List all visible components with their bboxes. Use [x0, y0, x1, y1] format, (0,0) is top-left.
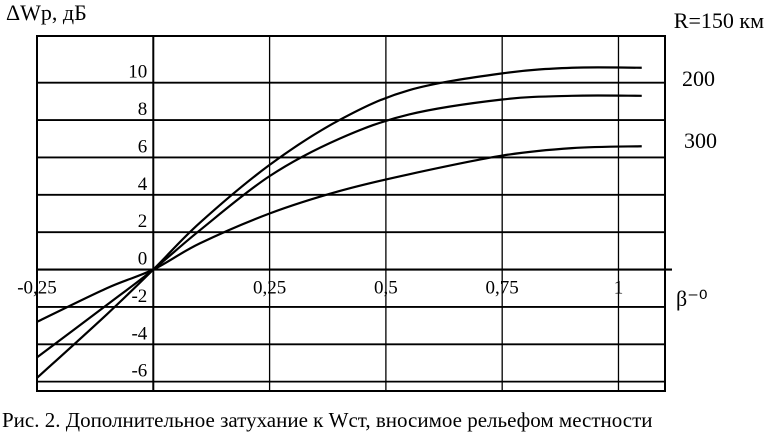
grid — [37, 36, 665, 391]
chart: 10 8 6 4 2 0 -2 -4 -6 -0,25 0,25 0,5 0,75 1 R=150 км 20… — [6, 0, 764, 392]
series-group — [36, 66, 642, 379]
series-line — [36, 66, 642, 379]
series-label: 200 — [682, 66, 715, 91]
y-tick-label: 4 — [138, 174, 148, 195]
x-tick-label: 0,5 — [374, 278, 398, 299]
y-tick-label: -2 — [131, 286, 147, 307]
axes — [36, 35, 672, 392]
y-tick-label: 6 — [138, 136, 148, 157]
labels: 10 8 6 4 2 0 -2 -4 -6 -0,25 0,25 0,5 0,75 1 R=150 км 20… — [17, 8, 764, 382]
y-tick-label: 2 — [138, 211, 148, 232]
y-axis-label: ΔWр, дБ — [6, 0, 87, 25]
x-tick-label: 0,75 — [486, 278, 519, 299]
x-tick-label: 0,25 — [253, 278, 286, 299]
x-tick-label: 1 — [614, 278, 624, 299]
x-tick-label: -0,25 — [17, 278, 57, 299]
series-label: 300 — [684, 128, 717, 153]
series-label: R=150 км — [674, 8, 764, 33]
y-tick-label: 10 — [128, 62, 147, 83]
figure-caption: Рис. 2. Дополнительное затухание к Wст, … — [2, 408, 653, 432]
series-line — [36, 94, 642, 359]
y-tick-label: 8 — [138, 99, 148, 120]
series-line — [36, 145, 642, 323]
y-tick-label: -6 — [131, 361, 147, 382]
y-tick-label: -4 — [131, 323, 147, 344]
y-tick-label: 0 — [138, 249, 148, 270]
x-axis-label: β⁻⁰ — [676, 286, 708, 311]
plot-frame — [36, 35, 666, 392]
